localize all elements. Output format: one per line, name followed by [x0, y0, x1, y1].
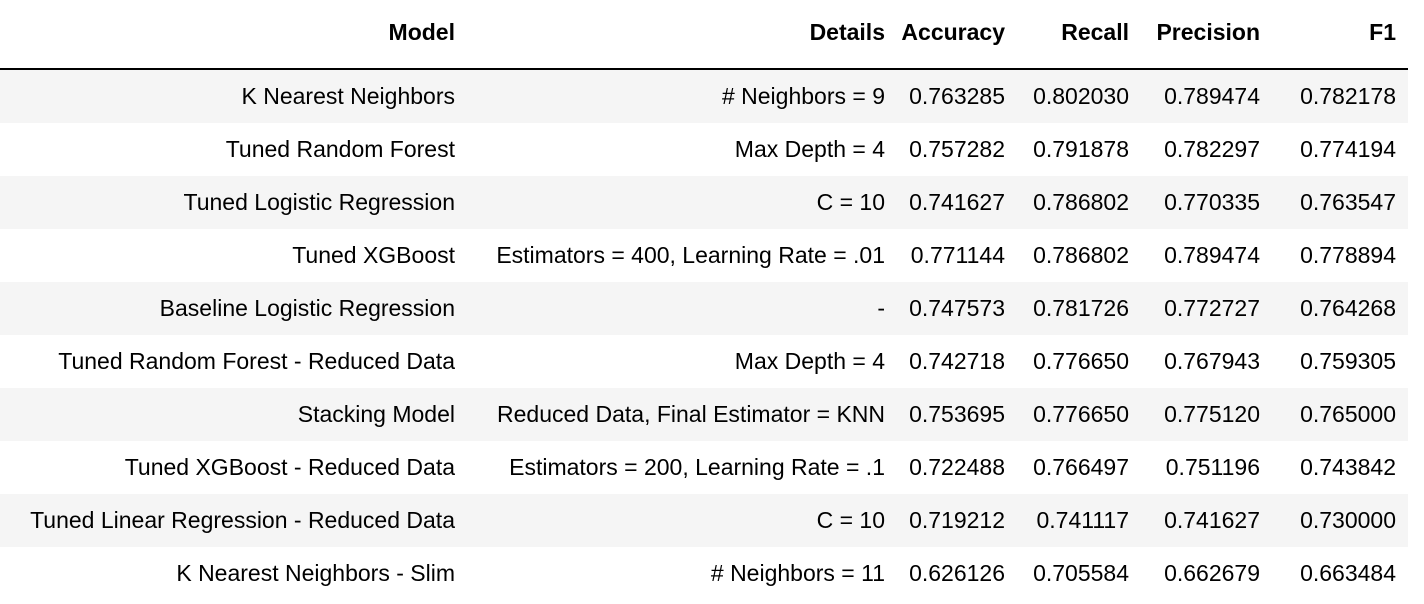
- table-body: K Nearest Neighbors # Neighbors = 9 0.76…: [0, 69, 1408, 600]
- cell-f1: 0.763547: [1272, 176, 1408, 229]
- cell-f1: 0.764268: [1272, 282, 1408, 335]
- cell-details: Reduced Data, Final Estimator = KNN: [455, 388, 885, 441]
- cell-model: Tuned Random Forest: [0, 123, 455, 176]
- cell-f1: 0.663484: [1272, 547, 1408, 600]
- cell-details: Max Depth = 4: [455, 123, 885, 176]
- cell-f1: 0.765000: [1272, 388, 1408, 441]
- cell-model: K Nearest Neighbors: [0, 69, 455, 123]
- cell-recall: 0.766497: [1017, 441, 1141, 494]
- cell-f1: 0.743842: [1272, 441, 1408, 494]
- table-row: K Nearest Neighbors - Slim # Neighbors =…: [0, 547, 1408, 600]
- table-row: K Nearest Neighbors # Neighbors = 9 0.76…: [0, 69, 1408, 123]
- cell-f1: 0.782178: [1272, 69, 1408, 123]
- table-row: Tuned Random Forest Max Depth = 4 0.7572…: [0, 123, 1408, 176]
- cell-precision: 0.789474: [1141, 229, 1272, 282]
- cell-f1: 0.774194: [1272, 123, 1408, 176]
- cell-accuracy: 0.626126: [885, 547, 1017, 600]
- header-precision: Precision: [1141, 0, 1272, 70]
- table-header: Model Details Accuracy Recall Precision …: [0, 0, 1408, 70]
- cell-f1: 0.778894: [1272, 229, 1408, 282]
- header-recall: Recall: [1017, 0, 1141, 70]
- cell-model: Baseline Logistic Regression: [0, 282, 455, 335]
- cell-precision: 0.789474: [1141, 69, 1272, 123]
- cell-recall: 0.705584: [1017, 547, 1141, 600]
- cell-model: Tuned XGBoost - Reduced Data: [0, 441, 455, 494]
- cell-model: K Nearest Neighbors - Slim: [0, 547, 455, 600]
- table-row: Tuned Random Forest - Reduced Data Max D…: [0, 335, 1408, 388]
- cell-f1: 0.730000: [1272, 494, 1408, 547]
- header-accuracy: Accuracy: [885, 0, 1017, 70]
- cell-precision: 0.772727: [1141, 282, 1272, 335]
- cell-accuracy: 0.747573: [885, 282, 1017, 335]
- cell-model: Stacking Model: [0, 388, 455, 441]
- cell-precision: 0.770335: [1141, 176, 1272, 229]
- table-row: Baseline Logistic Regression - 0.747573 …: [0, 282, 1408, 335]
- table-row: Tuned Linear Regression - Reduced Data C…: [0, 494, 1408, 547]
- cell-recall: 0.776650: [1017, 388, 1141, 441]
- cell-recall: 0.802030: [1017, 69, 1141, 123]
- cell-details: Estimators = 200, Learning Rate = .1: [455, 441, 885, 494]
- cell-precision: 0.767943: [1141, 335, 1272, 388]
- header-f1: F1: [1272, 0, 1408, 70]
- cell-details: -: [455, 282, 885, 335]
- table-row: Tuned XGBoost - Reduced Data Estimators …: [0, 441, 1408, 494]
- table-row: Tuned XGBoost Estimators = 400, Learning…: [0, 229, 1408, 282]
- cell-recall: 0.786802: [1017, 229, 1141, 282]
- cell-model: Tuned XGBoost: [0, 229, 455, 282]
- cell-precision: 0.775120: [1141, 388, 1272, 441]
- header-details: Details: [455, 0, 885, 70]
- cell-recall: 0.786802: [1017, 176, 1141, 229]
- cell-accuracy: 0.742718: [885, 335, 1017, 388]
- cell-details: # Neighbors = 11: [455, 547, 885, 600]
- cell-recall: 0.776650: [1017, 335, 1141, 388]
- table-row: Stacking Model Reduced Data, Final Estim…: [0, 388, 1408, 441]
- cell-accuracy: 0.741627: [885, 176, 1017, 229]
- cell-accuracy: 0.757282: [885, 123, 1017, 176]
- cell-accuracy: 0.722488: [885, 441, 1017, 494]
- cell-f1: 0.759305: [1272, 335, 1408, 388]
- cell-details: Max Depth = 4: [455, 335, 885, 388]
- cell-details: C = 10: [455, 494, 885, 547]
- cell-accuracy: 0.763285: [885, 69, 1017, 123]
- cell-recall: 0.741117: [1017, 494, 1141, 547]
- cell-model: Tuned Random Forest - Reduced Data: [0, 335, 455, 388]
- cell-accuracy: 0.753695: [885, 388, 1017, 441]
- cell-details: Estimators = 400, Learning Rate = .01: [455, 229, 885, 282]
- cell-accuracy: 0.719212: [885, 494, 1017, 547]
- table-row: Tuned Logistic Regression C = 10 0.74162…: [0, 176, 1408, 229]
- cell-recall: 0.791878: [1017, 123, 1141, 176]
- cell-recall: 0.781726: [1017, 282, 1141, 335]
- cell-model: Tuned Linear Regression - Reduced Data: [0, 494, 455, 547]
- header-model: Model: [0, 0, 455, 70]
- cell-precision: 0.662679: [1141, 547, 1272, 600]
- cell-accuracy: 0.771144: [885, 229, 1017, 282]
- cell-precision: 0.782297: [1141, 123, 1272, 176]
- header-row: Model Details Accuracy Recall Precision …: [0, 0, 1408, 70]
- cell-details: # Neighbors = 9: [455, 69, 885, 123]
- cell-precision: 0.751196: [1141, 441, 1272, 494]
- cell-details: C = 10: [455, 176, 885, 229]
- cell-model: Tuned Logistic Regression: [0, 176, 455, 229]
- cell-precision: 0.741627: [1141, 494, 1272, 547]
